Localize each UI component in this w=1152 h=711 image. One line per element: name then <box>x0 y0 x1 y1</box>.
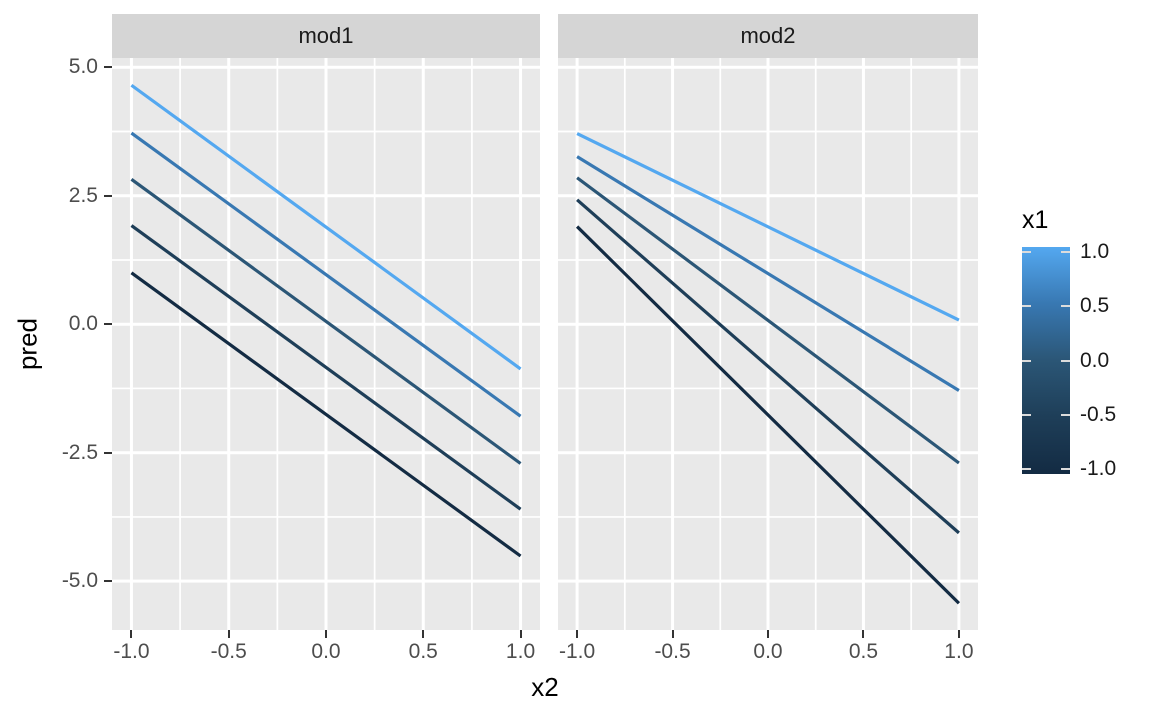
facet-strip-mod2: mod2 <box>558 14 978 58</box>
data-line-mod2-x1=0.0 <box>576 176 960 465</box>
data-line-mod1-x1=-1.0 <box>130 271 522 558</box>
data-line-mod1-x1=-0.5 <box>130 224 522 511</box>
x-tick-mark <box>957 630 960 638</box>
plot-panel-mod2 <box>558 58 978 630</box>
data-line-mod2-x1=-1.0 <box>575 225 961 605</box>
x-tick-mark <box>519 630 522 638</box>
y-axis-title: pred <box>12 317 43 371</box>
legend-tick-mark <box>1061 359 1070 362</box>
legend-tick-mark <box>1061 305 1070 308</box>
y-tick-mark <box>104 451 112 454</box>
data-line-mod1-x1=0.5 <box>130 131 522 418</box>
legend-tick-label: -0.5 <box>1080 402 1117 426</box>
x-tick-mark <box>862 630 865 638</box>
y-tick-label: 5.0 <box>68 55 98 79</box>
legend-title: x1 <box>1022 206 1049 234</box>
legend-tick-label: 0.0 <box>1080 348 1110 372</box>
y-tick-mark <box>104 66 112 69</box>
x-tick-label: 1.0 <box>944 640 974 663</box>
legend-tick-mark <box>1022 251 1031 253</box>
data-line-mod2-x1=1.0 <box>576 132 960 322</box>
legend-tick-mark <box>1022 305 1031 308</box>
y-tick-mark <box>104 323 112 326</box>
data-line-mod1-x1=1.0 <box>130 83 522 371</box>
x-tick-mark <box>130 630 133 638</box>
legend-tick-mark <box>1061 413 1070 416</box>
x-tick-mark <box>325 630 327 638</box>
legend-tick-mark <box>1061 251 1070 253</box>
y-tick-mark <box>104 194 112 197</box>
x-tick-label: -1.0 <box>113 640 150 663</box>
x-tick-mark <box>671 630 674 638</box>
x-tick-label: 1.0 <box>505 640 536 663</box>
legend: x1 1.0 0.5 0.0 -0.5 -1.0 <box>1010 206 1152 512</box>
facet-strip-mod1: mod1 <box>112 14 540 58</box>
x-tick-label: 0.5 <box>848 640 879 663</box>
legend-tick-label: 0.5 <box>1080 294 1110 318</box>
legend-tick-mark <box>1022 468 1031 470</box>
y-tick-label: 0.0 <box>68 312 98 336</box>
x-tick-label: -0.5 <box>654 640 691 663</box>
y-tick-mark <box>104 580 112 583</box>
plot-panel-mod1 <box>112 58 540 630</box>
data-line-mod1-x1=0.0 <box>130 177 522 465</box>
x-tick-label: -1.0 <box>558 640 596 663</box>
x-tick-mark <box>227 630 230 638</box>
legend-tick-label: 1.0 <box>1080 240 1110 263</box>
legend-tick-mark <box>1061 468 1070 470</box>
x-tick-mark <box>767 630 769 638</box>
x-tick-label: 0.5 <box>408 640 438 663</box>
data-line-mod2-x1=0.5 <box>576 155 960 392</box>
y-tick-label: -5.0 <box>61 569 98 593</box>
legend-tick-label: -1.0 <box>1080 457 1117 480</box>
x-tick-label: 0.0 <box>753 640 783 663</box>
x-tick-mark <box>422 630 425 638</box>
data-line-mod2-x1=-0.5 <box>576 198 960 535</box>
x-tick-mark <box>576 630 579 638</box>
x-tick-label: -0.5 <box>210 640 247 663</box>
legend-tick-mark <box>1022 359 1031 362</box>
y-tick-label: 2.5 <box>68 183 98 207</box>
x-tick-label: 0.0 <box>311 640 341 663</box>
legend-tick-mark <box>1022 413 1031 416</box>
y-tick-label: -2.5 <box>61 440 98 464</box>
facet-strip-label-mod1: mod1 <box>298 23 354 48</box>
x-axis-title: x2 <box>531 672 559 702</box>
facet-strip-label-mod2: mod2 <box>740 23 796 48</box>
